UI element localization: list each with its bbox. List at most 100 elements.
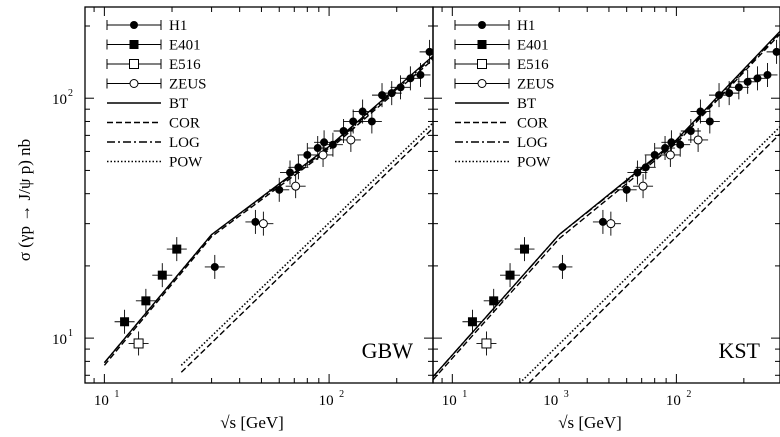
legend-label: E516 bbox=[517, 57, 549, 73]
point-zeus bbox=[693, 135, 703, 145]
point-e401 bbox=[141, 296, 151, 306]
curve-pow bbox=[180, 122, 433, 366]
point-h1 bbox=[358, 107, 367, 116]
point-h1 bbox=[275, 185, 284, 194]
x-tick-label: 10 bbox=[543, 393, 558, 409]
legend-label: H1 bbox=[517, 18, 535, 34]
point-zeus bbox=[291, 181, 301, 191]
point-zeus bbox=[258, 219, 268, 229]
legend-label: ZEUS bbox=[517, 77, 555, 93]
point-e401 bbox=[520, 244, 530, 254]
legend-label: ZEUS bbox=[169, 77, 207, 93]
curve-log bbox=[103, 56, 433, 364]
legend-marker-h1 bbox=[478, 21, 486, 29]
point-h1 bbox=[725, 89, 734, 98]
point-h1 bbox=[286, 168, 295, 177]
point-h1 bbox=[251, 217, 260, 226]
legend-label: COR bbox=[169, 116, 200, 132]
legend: H1 E401 E516 ZEUS BT COR LOG POW bbox=[106, 18, 207, 171]
panel-label: KST bbox=[718, 338, 760, 363]
x-axis-label-gbw: √s [GeV] bbox=[220, 413, 284, 432]
x-tick-label-exponent: 2 bbox=[339, 389, 344, 400]
point-e401 bbox=[172, 244, 182, 254]
point-h1 bbox=[734, 83, 743, 92]
x-tick-label: 10 bbox=[666, 393, 681, 409]
data-markers bbox=[462, 39, 780, 356]
curve-cor bbox=[103, 58, 433, 366]
x-tick-label: 10 bbox=[442, 393, 457, 409]
point-h1 bbox=[715, 91, 724, 100]
point-e516 bbox=[133, 338, 144, 349]
point-h1 bbox=[425, 47, 433, 56]
point-h1 bbox=[763, 70, 772, 79]
point-h1 bbox=[641, 163, 650, 172]
legend-label: E516 bbox=[169, 57, 201, 73]
x-tick-label-exponent: 3 bbox=[564, 389, 569, 400]
y-axis-label: σ (γp → J/ψ p) nb bbox=[15, 139, 34, 261]
x-axis-label-kst: √s [GeV] bbox=[558, 413, 622, 432]
point-h1 bbox=[705, 117, 714, 126]
curve-dashed-lower bbox=[528, 133, 780, 383]
point-h1 bbox=[303, 150, 312, 159]
curve-bt bbox=[433, 30, 780, 378]
x-tick-label: 10 bbox=[94, 393, 109, 409]
point-h1 bbox=[598, 217, 607, 226]
point-h1 bbox=[753, 74, 762, 83]
point-e401 bbox=[467, 317, 477, 327]
point-h1 bbox=[339, 127, 348, 136]
curves bbox=[103, 55, 433, 373]
data-markers bbox=[114, 39, 433, 356]
point-zeus bbox=[318, 150, 328, 160]
legend-marker-zeus bbox=[477, 79, 487, 88]
point-h1 bbox=[406, 74, 415, 83]
legend-marker-h1 bbox=[130, 21, 138, 29]
point-h1 bbox=[696, 107, 705, 116]
point-e401 bbox=[505, 270, 515, 280]
point-h1 bbox=[743, 77, 752, 86]
point-h1 bbox=[558, 262, 567, 271]
legend-label: BT bbox=[517, 96, 536, 112]
legend-label: E401 bbox=[169, 38, 201, 54]
point-h1 bbox=[416, 70, 425, 79]
curve-cor bbox=[433, 33, 780, 381]
point-e401 bbox=[489, 296, 499, 306]
curve-bt bbox=[103, 55, 433, 364]
y-tick-label-exponent: 2 bbox=[68, 88, 73, 99]
x-tick-label-exponent: 1 bbox=[114, 389, 119, 400]
point-h1 bbox=[387, 89, 396, 98]
point-h1 bbox=[328, 140, 337, 149]
point-h1 bbox=[650, 150, 659, 159]
tick-marks bbox=[433, 7, 780, 383]
point-e401 bbox=[120, 317, 130, 327]
point-h1 bbox=[633, 168, 642, 177]
panel-label: GBW bbox=[362, 338, 414, 363]
point-zeus bbox=[346, 135, 356, 145]
legend-label: E401 bbox=[517, 38, 549, 54]
point-h1 bbox=[396, 83, 405, 92]
legend-label: H1 bbox=[169, 18, 187, 34]
point-h1 bbox=[686, 127, 695, 136]
point-e401 bbox=[157, 270, 167, 280]
legend-marker-e401 bbox=[477, 40, 487, 49]
tick-marks bbox=[85, 7, 433, 383]
curve-pow bbox=[519, 126, 780, 383]
x-tick-label: 10 bbox=[319, 393, 334, 409]
point-h1 bbox=[210, 262, 219, 271]
legend-marker-e401 bbox=[129, 40, 139, 49]
point-h1 bbox=[294, 163, 303, 172]
curve-dashed-lower bbox=[180, 127, 433, 373]
legend-label: POW bbox=[169, 155, 203, 171]
legend-label: LOG bbox=[517, 135, 548, 151]
legend-marker-e516 bbox=[129, 59, 139, 69]
y-tick-label: 10 bbox=[52, 92, 67, 108]
y-tick-label-exponent: 1 bbox=[68, 328, 73, 339]
point-h1 bbox=[349, 117, 358, 126]
legend-label: LOG bbox=[169, 135, 200, 151]
panel-kst: 10 1 10 2 H1 E401 E516 ZEUS BT COR LOG POW KST bbox=[432, 6, 780, 409]
legend-label: POW bbox=[517, 155, 551, 171]
curves bbox=[433, 30, 780, 383]
point-h1 bbox=[772, 47, 780, 56]
x-tick-label-exponent: 1 bbox=[462, 389, 467, 400]
